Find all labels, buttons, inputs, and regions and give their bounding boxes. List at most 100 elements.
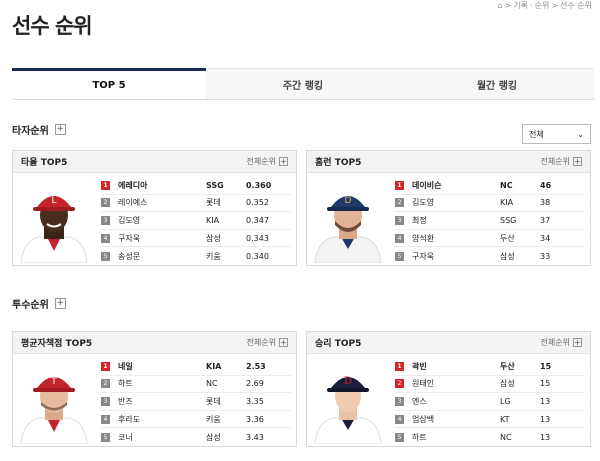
stat-value: 46 [540, 180, 552, 190]
player-name[interactable]: 코너 [118, 432, 133, 442]
table-row[interactable]: 1 곽빈 두산 15 [395, 358, 585, 376]
table-row[interactable]: 1 에레디아 SSG 0.360 [101, 177, 291, 195]
filter-select[interactable]: 전체 ⌄ [522, 124, 591, 144]
rank-badge: 3 [395, 215, 404, 225]
plus-icon: + [279, 157, 288, 166]
card-title: 승리 TOP5 [315, 339, 362, 349]
team: KT [500, 414, 510, 424]
rank-badge: 3 [101, 215, 110, 225]
player-name[interactable]: 반즈 [118, 396, 133, 406]
table-row[interactable]: 4 구자욱 삼성 0.343 [101, 230, 291, 248]
rank-badge: 5 [101, 251, 110, 261]
more-link[interactable]: 전체순위 + [540, 338, 582, 347]
player-name[interactable]: 원태인 [412, 379, 435, 389]
player-photo: L [17, 177, 91, 263]
table-row[interactable]: 2 레이예스 롯데 0.352 [101, 195, 291, 213]
rank-badge: 3 [395, 396, 404, 406]
table-row[interactable]: 3 최정 SSG 37 [395, 212, 585, 230]
rank-badge: 4 [395, 233, 404, 243]
player-name[interactable]: 엔스 [412, 396, 427, 406]
player-name[interactable]: 송성문 [118, 251, 141, 261]
batting-section-head: 타자순위 + [12, 122, 66, 137]
rank-badge: 1 [395, 180, 404, 190]
homerun-card: 홈런 TOP5 전체순위 + D 1 데이비슨 NC 46 2 김도영 KIA 38 3 최정 S… [306, 150, 591, 266]
table-row[interactable]: 4 엄상백 KT 13 [395, 411, 585, 429]
breadcrumb-item: 선수 순위 [560, 1, 592, 10]
stat-value: 13 [540, 396, 551, 406]
player-name[interactable]: 레이예스 [118, 198, 148, 208]
player-name[interactable]: 하트 [412, 432, 427, 442]
breadcrumb-item[interactable]: 순위 [534, 1, 550, 10]
table-row[interactable]: 2 원태인 삼성 15 [395, 376, 585, 394]
more-link[interactable]: 전체순위 + [246, 157, 288, 166]
stat-value: 33 [540, 251, 551, 261]
player-name[interactable]: 김도영 [412, 198, 435, 208]
tab-monthly[interactable]: 월간 랭킹 [400, 68, 594, 99]
player-name[interactable]: 에레디아 [118, 180, 148, 190]
card-title: 평균자책점 TOP5 [21, 339, 93, 349]
player-name[interactable]: 네일 [118, 361, 133, 371]
table-row[interactable]: 1 데이비슨 NC 46 [395, 177, 585, 195]
more-link[interactable]: 전체순위 + [540, 157, 582, 166]
table-row[interactable]: 3 엔스 LG 13 [395, 393, 585, 411]
player-photo: T [17, 358, 91, 444]
stat-value: 3.36 [246, 414, 264, 424]
stat-value: 0.343 [246, 233, 269, 243]
more-link[interactable]: 전체순위 + [246, 338, 288, 347]
rank-badge: 3 [101, 396, 110, 406]
card-title: 타율 TOP5 [21, 158, 68, 168]
stat-value: 34 [540, 233, 551, 243]
table-row[interactable]: 5 코너 삼성 3.43 [101, 428, 291, 446]
plus-icon: + [573, 157, 582, 166]
team: LG [500, 396, 511, 406]
stat-value: 0.347 [246, 215, 269, 225]
player-name[interactable]: 엄상백 [412, 414, 435, 424]
section-title: 투수순위 [12, 300, 49, 311]
stat-value: 3.43 [246, 432, 264, 442]
select-value: 전체 [529, 129, 544, 139]
team: 두산 [500, 233, 515, 243]
stat-value: 13 [540, 432, 551, 442]
table-row[interactable]: 3 김도영 KIA 0.347 [101, 212, 291, 230]
table-row[interactable]: 5 하트 NC 13 [395, 428, 585, 446]
player-name[interactable]: 양석환 [412, 233, 435, 243]
tab-bar: TOP 5 주간 랭킹 월간 랭킹 [12, 68, 594, 100]
table-row[interactable]: 3 반즈 롯데 3.35 [101, 393, 291, 411]
table-row[interactable]: 2 김도영 KIA 38 [395, 195, 585, 213]
tab-top5[interactable]: TOP 5 [12, 68, 206, 99]
svg-text:T: T [50, 377, 57, 387]
player-name[interactable]: 후라도 [118, 414, 141, 424]
home-icon[interactable]: ⌂ [497, 1, 503, 10]
breadcrumb-item[interactable]: 기록 [513, 1, 529, 10]
player-name[interactable]: 데이비슨 [412, 180, 442, 190]
section-title: 타자순위 [12, 126, 49, 137]
table-row[interactable]: 1 네일 KIA 2.53 [101, 358, 291, 376]
player-photo: D [311, 177, 385, 263]
expand-icon[interactable]: + [54, 298, 66, 309]
expand-icon[interactable]: + [54, 124, 66, 135]
player-name[interactable]: 곽빈 [412, 361, 427, 371]
table-row[interactable]: 4 양석환 두산 34 [395, 230, 585, 248]
player-name[interactable]: 김도영 [118, 215, 141, 225]
stat-value: 3.35 [246, 396, 264, 406]
player-name[interactable]: 구자욱 [118, 233, 141, 243]
player-name[interactable]: 하트 [118, 379, 133, 389]
player-name[interactable]: 최정 [412, 215, 427, 225]
team: 롯데 [206, 198, 221, 208]
player-name[interactable]: 구자욱 [412, 251, 435, 261]
rank-badge: 4 [101, 414, 110, 424]
table-row[interactable]: 5 구자욱 삼성 33 [395, 247, 585, 265]
table-row[interactable]: 4 후라도 키움 3.36 [101, 411, 291, 429]
table-row[interactable]: 2 하트 NC 2.69 [101, 376, 291, 394]
page-title: 선수 순위 [12, 14, 93, 38]
rank-badge: 5 [395, 251, 404, 261]
stat-value: 37 [540, 215, 551, 225]
rank-badge: 5 [395, 432, 404, 442]
rank-badge: 2 [395, 198, 404, 208]
tab-weekly[interactable]: 주간 랭킹 [206, 68, 400, 99]
team: 키움 [206, 414, 221, 424]
table-row[interactable]: 5 송성문 키움 0.340 [101, 247, 291, 265]
team: 키움 [206, 251, 221, 261]
rank-badge: 5 [101, 432, 110, 442]
stat-value: 0.360 [246, 180, 272, 190]
